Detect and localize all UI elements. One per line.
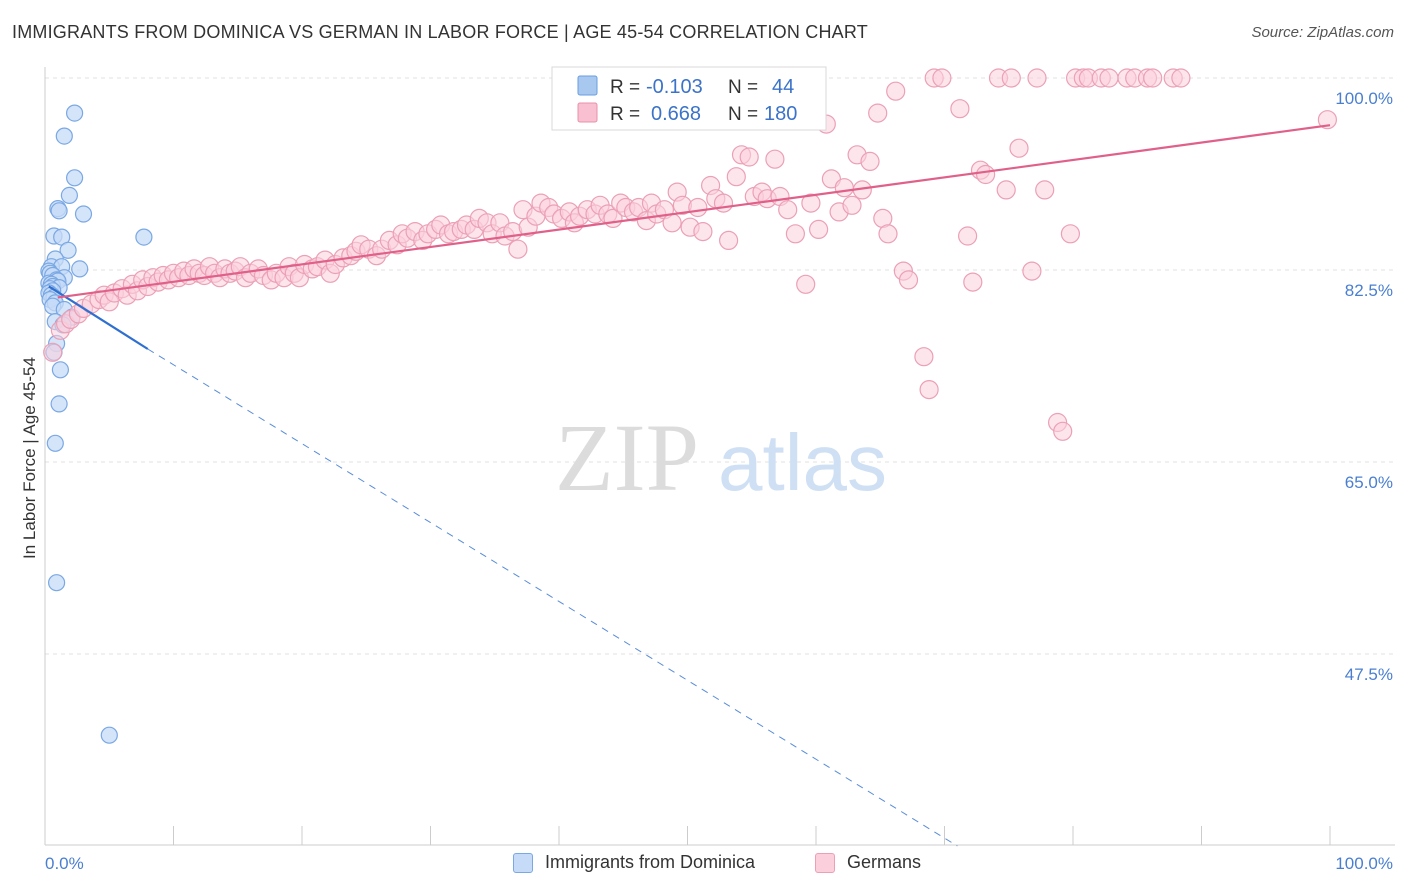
point-germans: [43, 342, 63, 362]
point-germans: [834, 178, 854, 198]
point-dominica: [100, 726, 118, 744]
trend-lines: [48, 124, 1331, 847]
point-germans: [801, 193, 821, 213]
bottom-legend-swatch-dominica: [513, 852, 533, 873]
series-dominica: [40, 104, 153, 744]
point-germans: [842, 195, 862, 215]
legend-n-value: 44: [772, 76, 794, 98]
point-germans: [975, 164, 996, 185]
trend-line-germans: [57, 124, 1331, 299]
point-dominica: [50, 202, 68, 220]
point-dominica: [47, 574, 66, 592]
point-germans: [739, 147, 759, 167]
point-germans: [508, 239, 528, 259]
y-axis-label: In Labor Force | Age 45-54: [20, 357, 39, 559]
y-tick-label: 47.5%: [1345, 665, 1393, 684]
bottom-legend-swatch-germans: [815, 852, 835, 873]
tick-labels: 100.0% 82.5% 65.0% 47.5% 0.0% 100.0%: [45, 89, 1393, 873]
point-germans: [1053, 421, 1073, 441]
point-germans: [914, 347, 934, 367]
watermark-zip: ZIP: [555, 404, 699, 511]
point-dominica: [51, 361, 70, 379]
point-germans: [878, 224, 898, 244]
y-tick-label: 100.0%: [1335, 89, 1393, 108]
point-dominica: [135, 228, 153, 246]
bottom-legend-dominica[interactable]: Immigrants from Dominica: [513, 852, 755, 873]
point-germans: [662, 213, 682, 233]
point-germans: [785, 224, 806, 244]
x-tick-label-left: 0.0%: [45, 854, 84, 873]
point-germans: [1171, 68, 1191, 88]
point-dominica: [59, 241, 77, 259]
source-credit: Source: ZipAtlas.com: [1251, 24, 1394, 41]
point-dominica: [55, 127, 73, 145]
y-tick-label: 65.0%: [1345, 473, 1393, 492]
point-germans: [718, 230, 739, 250]
point-germans: [1022, 261, 1042, 281]
legend-box: R = -0.103 N = 44 R = 0.668 N = 180: [551, 66, 827, 131]
point-germans: [957, 226, 978, 246]
legend-n-value: 180: [764, 103, 797, 125]
legend-swatch-germans: [577, 102, 598, 123]
legend-n-label: N =: [728, 104, 758, 125]
point-germans: [1143, 68, 1163, 88]
point-germans: [868, 103, 888, 123]
point-dominica: [46, 434, 64, 452]
bottom-legend-label-germans: Germans: [847, 852, 922, 872]
watermark-atlas: atlas: [718, 418, 887, 507]
point-dominica: [74, 205, 93, 223]
bottom-legend-label-dominica: Immigrants from Dominica: [545, 852, 756, 872]
point-germans: [860, 151, 880, 171]
point-germans: [950, 99, 970, 119]
point-germans: [996, 180, 1016, 200]
point-dominica: [65, 169, 84, 187]
point-germans: [1009, 138, 1029, 158]
point-germans: [1027, 68, 1047, 88]
point-germans: [808, 219, 829, 239]
watermark: ZIP atlas: [555, 404, 887, 511]
point-dominica: [71, 260, 89, 278]
point-germans: [898, 270, 919, 290]
point-germans: [1001, 68, 1021, 88]
x-tick-label-right: 100.0%: [1335, 854, 1393, 873]
y-tick-label: 82.5%: [1345, 281, 1393, 300]
point-germans: [713, 193, 734, 213]
point-germans: [1060, 224, 1081, 244]
axes: [44, 67, 1395, 846]
point-germans: [1317, 110, 1338, 130]
bottom-legend-germans[interactable]: Germans: [815, 852, 921, 873]
legend-r-value: -0.103: [646, 76, 703, 98]
point-germans: [932, 68, 952, 88]
point-germans: [1099, 68, 1119, 88]
point-germans: [726, 167, 746, 187]
trend-line-dominica-extension: [147, 348, 958, 847]
point-germans: [796, 274, 816, 294]
point-dominica: [60, 186, 79, 204]
legend-r-label: R =: [610, 104, 640, 125]
grid-lines: [45, 77, 1395, 655]
bottom-legend: Immigrants from Dominica Germans: [0, 852, 1406, 878]
point-dominica: [65, 104, 84, 122]
point-germans: [765, 149, 785, 169]
legend-swatch-dominica: [577, 75, 598, 96]
point-germans: [963, 272, 983, 292]
legend-n-label: N =: [728, 77, 758, 98]
legend-r-label: R =: [610, 77, 640, 98]
point-germans: [778, 200, 798, 220]
chart-title: IMMIGRANTS FROM DOMINICA VS GERMAN IN LA…: [12, 22, 868, 42]
point-germans: [919, 380, 939, 400]
point-germans: [886, 81, 906, 101]
legend-r-value: 0.668: [651, 103, 701, 125]
point-dominica: [50, 395, 68, 413]
point-germans: [1035, 180, 1055, 200]
point-germans: [693, 222, 713, 242]
point-germans: [688, 197, 708, 218]
